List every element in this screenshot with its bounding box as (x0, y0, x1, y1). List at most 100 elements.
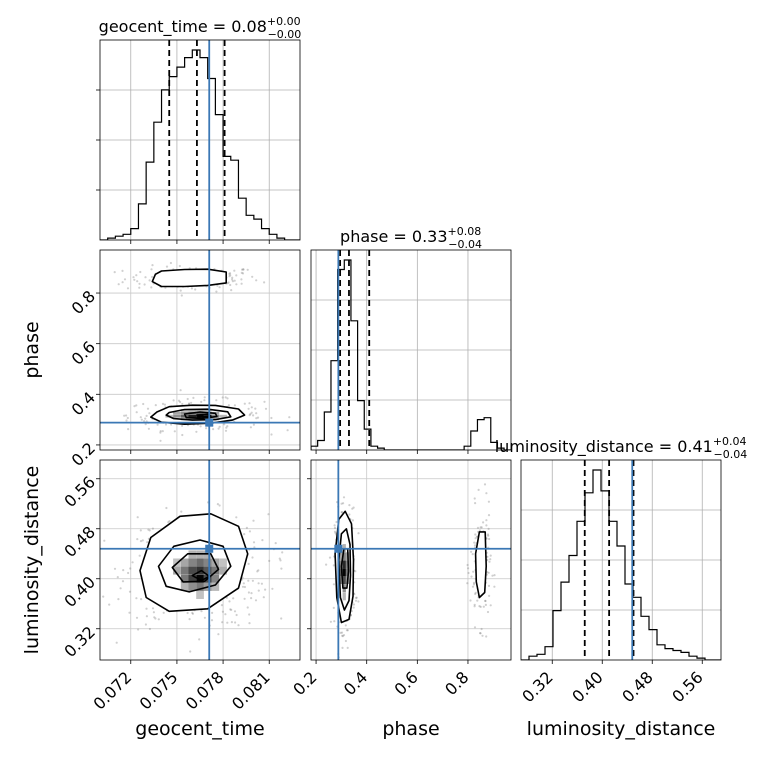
scatter-point (223, 423, 226, 426)
title-value: 0.41 (677, 437, 713, 456)
scatter-point (194, 288, 197, 291)
scatter-point (138, 286, 141, 289)
density-cell (342, 576, 346, 584)
density-cell (188, 417, 197, 421)
scatter-point (255, 417, 258, 420)
scatter-point (147, 427, 150, 430)
hist-panel-luminosity_distance: luminosity_distance = 0.41+0.04 −0.04 (495, 435, 747, 664)
scatter-point (333, 530, 337, 533)
scatter-point (357, 532, 360, 535)
scatter-point (123, 278, 127, 281)
scatter-point (126, 416, 129, 420)
title-name: geocent_time (99, 17, 208, 37)
scatter-point (212, 428, 215, 431)
scatter-point (476, 526, 480, 529)
scatter-point (249, 412, 252, 416)
pair-inner (311, 460, 511, 660)
scatter-point (168, 520, 171, 523)
scatter-point (128, 611, 131, 614)
scatter-point (249, 426, 252, 429)
hist-panel-geocent_time: geocent_time = 0.08+0.00 −0.00 (96, 15, 301, 244)
x-tick-label-phase: 0.2 (289, 668, 320, 699)
scatter-point (215, 399, 218, 402)
scatter-point (129, 567, 132, 570)
scatter-point (190, 401, 193, 404)
pair-inner (100, 250, 300, 450)
scatter-point (357, 600, 360, 603)
scatter-point (228, 272, 232, 275)
histogram-luminosity_distance (521, 469, 721, 660)
scatter-point (177, 399, 181, 402)
scatter-point (487, 534, 490, 537)
scatter-point (487, 500, 490, 503)
scatter-point (352, 603, 356, 606)
scatter-point (142, 402, 145, 406)
scatter-point (344, 639, 347, 643)
density-cell (188, 558, 197, 567)
x-axis-label-phase: phase (382, 718, 439, 740)
scatter-point (340, 502, 343, 505)
density-cell (203, 558, 212, 567)
scatter-point (488, 537, 491, 541)
density-cell (219, 566, 227, 575)
scatter-point (139, 270, 142, 274)
density-cell (188, 582, 197, 591)
scatter-point (268, 559, 271, 563)
scatter-point (243, 597, 246, 600)
scatter-point (221, 610, 224, 613)
scatter-point (228, 272, 231, 275)
scatter-point (487, 514, 491, 517)
scatter-point (220, 604, 223, 607)
scatter-point (162, 611, 165, 614)
scatter-point (476, 599, 479, 602)
scatter-point (241, 272, 245, 275)
scatter-point (491, 574, 494, 577)
scatter-point (151, 527, 154, 530)
density-cell (188, 574, 197, 583)
scatter-point (348, 513, 351, 516)
scatter-point (250, 411, 253, 414)
scatter-point (148, 412, 151, 415)
scatter-point (328, 556, 332, 559)
scatter-point (466, 563, 469, 567)
scatter-point (479, 526, 482, 529)
scatter-point (93, 564, 95, 566)
scatter-point (335, 520, 338, 524)
scatter-point (334, 532, 337, 535)
scatter-point (228, 600, 231, 603)
scatter-point (188, 618, 191, 621)
y-tick-label-phase: 0.8 (68, 287, 99, 318)
scatter-point (478, 605, 481, 608)
scatter-point (342, 496, 346, 499)
scatter-point (486, 571, 489, 574)
scatter-point (240, 282, 243, 285)
scatter-point (281, 551, 284, 554)
scatter-point (240, 278, 243, 281)
scatter-point (167, 521, 170, 524)
title-value: 0.33 (412, 227, 448, 246)
scatter-point (192, 396, 195, 399)
scatter-point (156, 423, 159, 426)
scatter-point (113, 271, 116, 274)
scatter-point (148, 279, 151, 282)
scatter-point (260, 582, 263, 585)
scatter-point (170, 423, 173, 426)
scatter-point (261, 539, 264, 542)
scatter-point (157, 618, 160, 621)
scatter-point (233, 279, 236, 282)
scatter-point (135, 404, 138, 407)
y-axis-label-phase: phase (21, 321, 43, 378)
scatter-point (141, 539, 144, 542)
scatter-point (333, 524, 336, 527)
scatter-point (228, 275, 231, 278)
scatter-point (140, 598, 143, 601)
scatter-point (144, 623, 147, 626)
scatter-point (188, 402, 191, 405)
scatter-point (230, 289, 233, 292)
scatter-point (485, 519, 488, 522)
panel-frame (99, 249, 301, 451)
x-tick-label-geocent_time: 0.075 (136, 668, 182, 714)
scatter-point (484, 603, 487, 607)
scatter-point (487, 584, 491, 588)
scatter-point (333, 526, 337, 530)
